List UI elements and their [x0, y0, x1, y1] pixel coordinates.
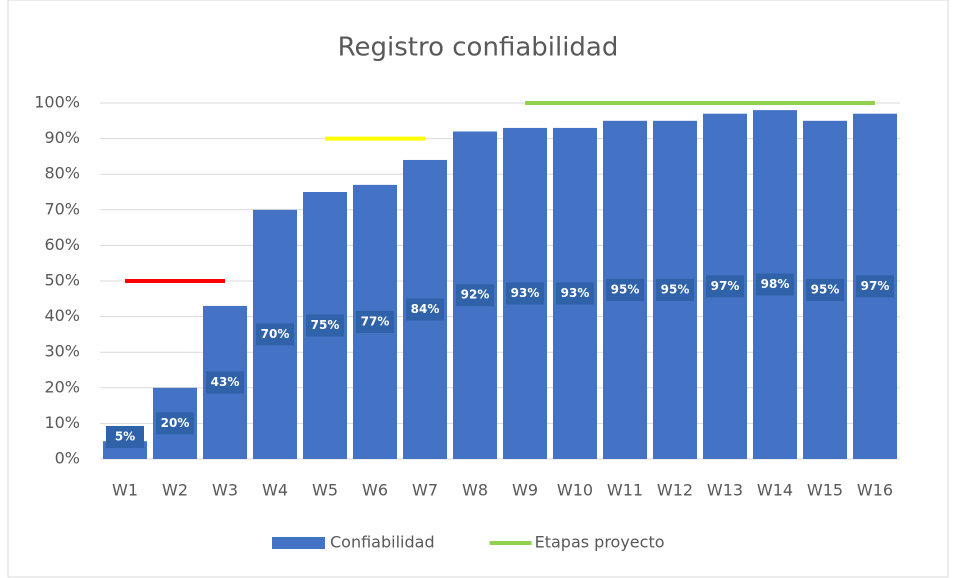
x-tick-label: W3: [212, 481, 238, 500]
y-tick-label: 0%: [55, 449, 80, 468]
y-tick-label: 20%: [44, 377, 80, 396]
data-label: 97%: [711, 279, 740, 293]
data-label-box: [456, 284, 494, 307]
x-tick-label: W7: [412, 481, 438, 500]
data-label: 77%: [361, 314, 390, 328]
legend-swatch: [272, 537, 325, 549]
data-label: 95%: [661, 282, 690, 296]
x-tick-label: W9: [512, 481, 538, 500]
x-tick-label: W15: [807, 481, 843, 500]
data-label-box: [606, 278, 644, 301]
data-label-box: [756, 273, 794, 296]
x-tick-label: W5: [312, 481, 338, 500]
y-tick-label: 50%: [44, 271, 80, 290]
y-tick-label: 80%: [44, 164, 80, 183]
data-label-box: [306, 314, 344, 337]
y-tick-label: 70%: [44, 199, 80, 218]
x-tick-label: W2: [162, 481, 188, 500]
x-tick-label: W4: [262, 481, 288, 500]
data-label-box: [856, 275, 894, 298]
data-label: 93%: [511, 286, 540, 300]
y-tick-label: 90%: [44, 128, 80, 147]
data-label: 98%: [761, 277, 790, 291]
data-label-box: [356, 310, 394, 333]
x-tick-label: W14: [757, 481, 793, 500]
data-label: 84%: [411, 302, 440, 316]
data-label-box: [406, 298, 444, 321]
y-tick-label: 10%: [44, 413, 80, 432]
legend-label: Confiabilidad: [330, 533, 435, 552]
data-label-box: [556, 282, 594, 305]
chart-title: Registro confiabilidad: [338, 33, 619, 63]
x-tick-label: W12: [657, 481, 693, 500]
data-label: 5%: [115, 430, 135, 444]
data-label: 95%: [811, 282, 840, 296]
data-label: 20%: [161, 416, 190, 430]
data-label-box: [806, 278, 844, 301]
data-label: 95%: [611, 282, 640, 296]
y-tick-label: 30%: [44, 342, 80, 361]
x-tick-label: W16: [857, 481, 893, 500]
data-label: 43%: [211, 375, 240, 389]
data-label-box: [706, 275, 744, 298]
x-tick-label: W8: [462, 481, 488, 500]
x-tick-label: W1: [112, 481, 138, 500]
data-label-box: [256, 323, 294, 346]
y-tick-label: 60%: [44, 235, 80, 254]
data-label-box: [106, 426, 144, 448]
y-tick-label: 100%: [34, 93, 80, 112]
data-label-box: [506, 282, 544, 305]
x-tick-label: W10: [557, 481, 593, 500]
data-label: 70%: [261, 327, 290, 341]
legend-label: Etapas proyecto: [535, 533, 665, 552]
data-label-box: [156, 412, 194, 435]
data-label: 97%: [861, 279, 890, 293]
x-tick-label: W6: [362, 481, 388, 500]
data-label: 75%: [311, 318, 340, 332]
data-label-box: [656, 278, 694, 301]
y-tick-label: 40%: [44, 306, 80, 325]
x-tick-label: W13: [707, 481, 743, 500]
data-label: 92%: [461, 288, 490, 302]
data-label: 93%: [561, 286, 590, 300]
x-tick-label: W11: [607, 481, 643, 500]
data-label-box: [206, 371, 244, 394]
